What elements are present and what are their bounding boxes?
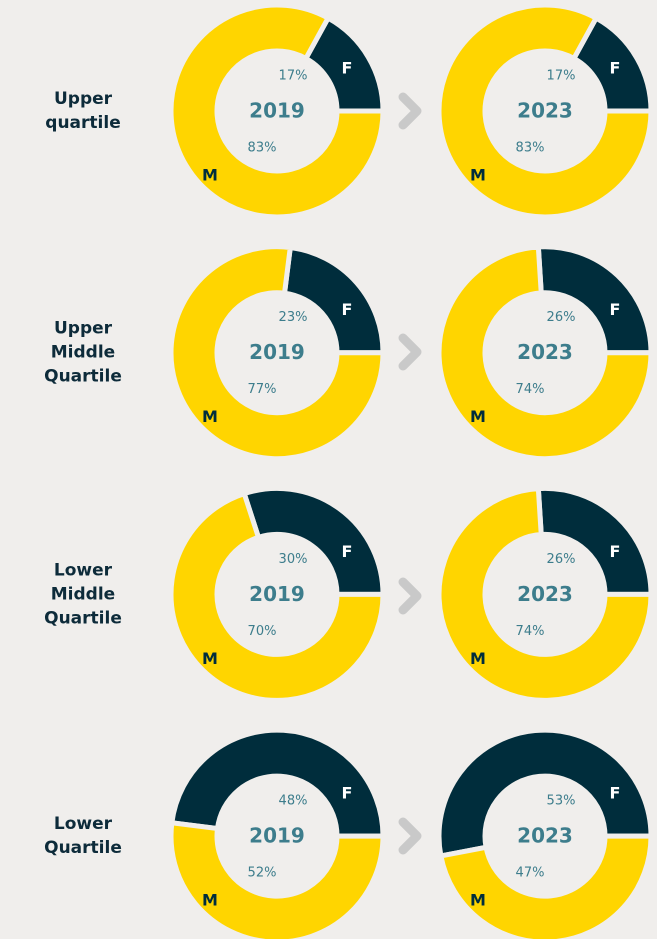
value-label: 26% [547, 552, 576, 567]
donut-segment [168, 244, 386, 462]
chevron [398, 577, 422, 615]
center-year: 2019 [249, 582, 305, 606]
value-label: 48% [279, 794, 308, 809]
segment-label: M [202, 166, 218, 185]
segment-label: F [342, 300, 353, 319]
segment-label: F [610, 784, 621, 803]
segment-label: F [342, 784, 353, 803]
chevron [398, 92, 422, 130]
value-label: 47% [516, 866, 545, 881]
value-label: 74% [516, 624, 545, 639]
value-label: 83% [248, 141, 277, 156]
donut-segment [436, 2, 654, 220]
value-label: 70% [248, 624, 277, 639]
row-label: Lower [54, 814, 113, 834]
donut-segment [437, 833, 654, 939]
donut-segment [168, 820, 386, 939]
segment-label: M [470, 166, 486, 185]
value-label: 77% [248, 382, 277, 397]
chevrons [398, 92, 422, 855]
segment-label: M [202, 891, 218, 910]
center-year: 2019 [249, 340, 305, 364]
value-label: 17% [279, 69, 308, 84]
donut-segment [436, 727, 654, 859]
donut-segment [436, 485, 654, 703]
segment-label: M [470, 407, 486, 426]
center-year: 2023 [517, 99, 573, 123]
segment-label: M [470, 649, 486, 668]
value-label: 17% [547, 69, 576, 84]
row-label: Middle [51, 584, 115, 604]
value-label: 74% [516, 382, 545, 397]
segment-label: M [202, 649, 218, 668]
segment-label: M [470, 891, 486, 910]
row-label: Lower [54, 560, 113, 580]
row-label: Quartile [44, 838, 122, 858]
chevron [398, 333, 422, 371]
value-label: 83% [516, 141, 545, 156]
donut-segment [168, 490, 386, 703]
donut-segment [169, 727, 386, 839]
row-label: Upper [54, 89, 113, 109]
segment-label: F [610, 300, 621, 319]
segment-label: M [202, 407, 218, 426]
value-label: 23% [279, 310, 308, 325]
row-label: Quartile [44, 367, 122, 387]
center-year: 2019 [249, 824, 305, 848]
donut-segment [535, 244, 654, 356]
donut-segment [281, 244, 386, 356]
segment-label: F [610, 59, 621, 78]
donut-segment [535, 485, 654, 597]
center-year: 2023 [517, 824, 573, 848]
segment-label: F [342, 542, 353, 561]
chevron [398, 817, 422, 855]
donut-segment [168, 2, 386, 220]
center-year: 2023 [517, 582, 573, 606]
center-year: 2023 [517, 340, 573, 364]
donut-segment [436, 244, 654, 462]
value-label: 30% [279, 552, 308, 567]
row-label: Middle [51, 343, 115, 363]
row-label: quartile [45, 113, 120, 133]
row-label: Upper [54, 319, 113, 339]
segment-label: F [610, 542, 621, 561]
row-label: Quartile [44, 608, 122, 628]
segment-label: F [342, 59, 353, 78]
center-year: 2019 [249, 99, 305, 123]
value-label: 53% [547, 794, 576, 809]
value-label: 26% [547, 310, 576, 325]
donut-segment [241, 485, 386, 597]
value-label: 52% [248, 866, 277, 881]
